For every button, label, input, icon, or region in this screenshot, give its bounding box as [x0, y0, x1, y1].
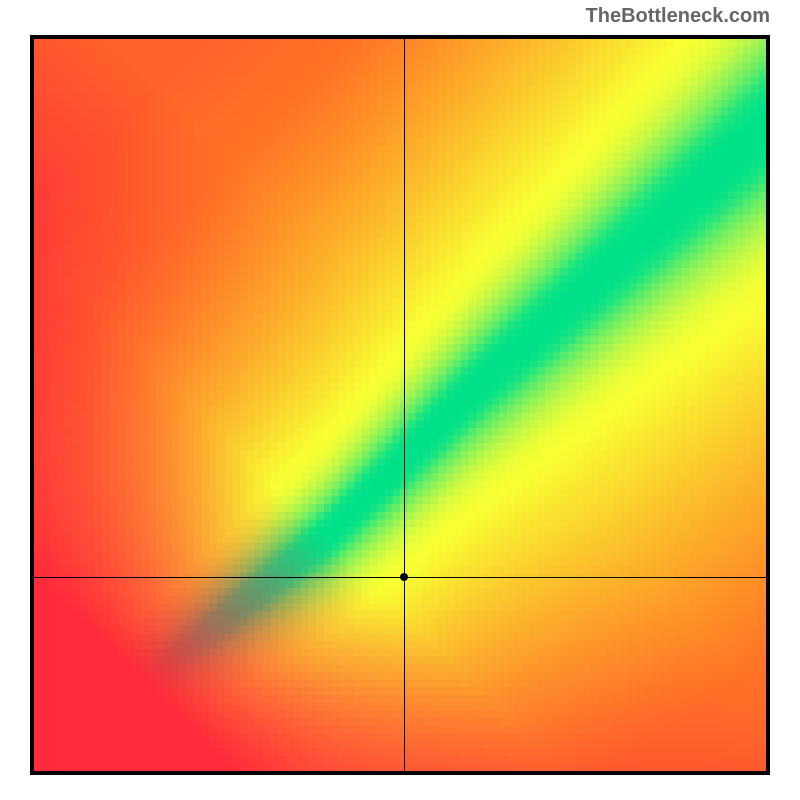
- heatmap-canvas: [34, 39, 766, 771]
- heatmap-chart: [30, 35, 770, 775]
- crosshair-dot: [400, 573, 408, 581]
- attribution-text: TheBottleneck.com: [586, 5, 770, 28]
- crosshair-vertical: [404, 39, 405, 771]
